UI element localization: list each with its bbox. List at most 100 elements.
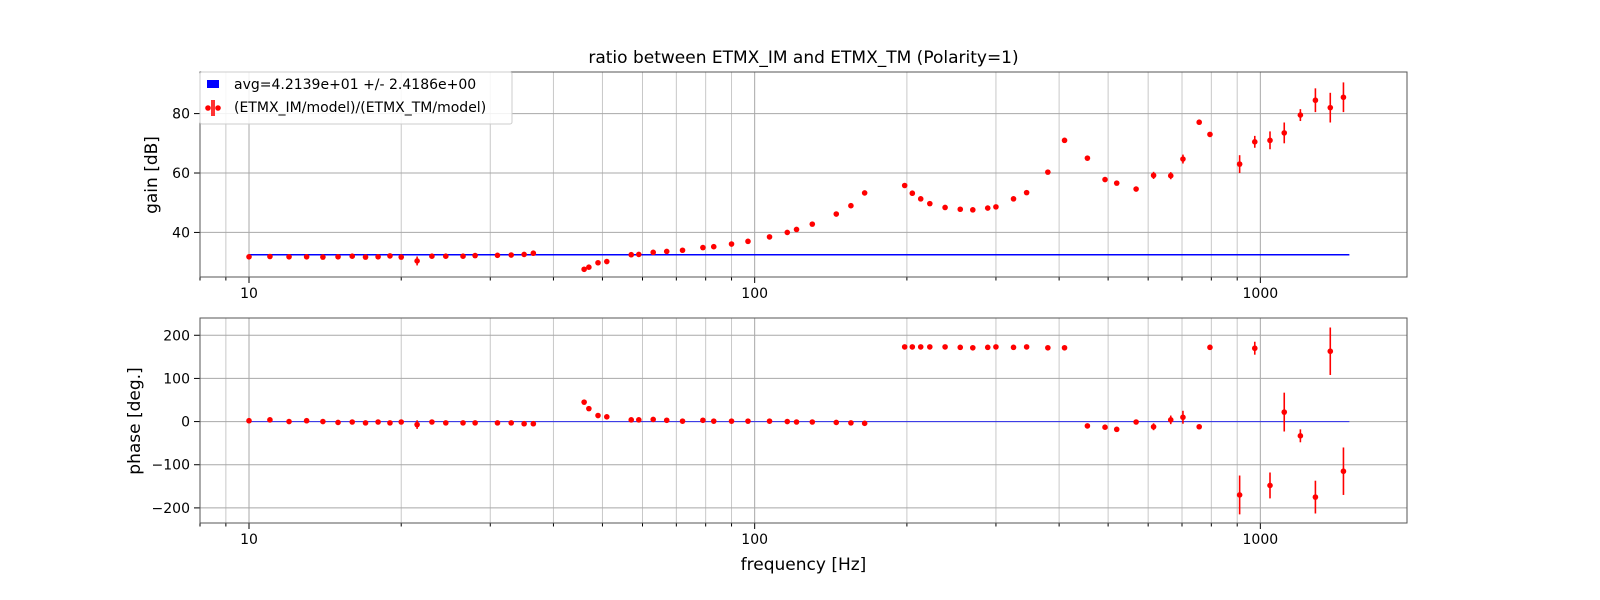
- data-point: [969, 344, 976, 351]
- point-marker: [1312, 494, 1319, 500]
- point-marker: [320, 418, 326, 425]
- data-point: [508, 252, 514, 258]
- data-point: [1297, 429, 1304, 443]
- point-marker: [375, 253, 381, 260]
- point-marker: [1084, 155, 1091, 161]
- data-point: [728, 241, 735, 247]
- data-point: [848, 420, 854, 426]
- data-point: [1150, 171, 1157, 179]
- point-marker: [1312, 97, 1319, 104]
- data-point: [833, 211, 840, 217]
- point-marker: [494, 252, 501, 259]
- data-point: [984, 344, 991, 351]
- point-marker: [530, 250, 537, 257]
- x-axis-label: frequency [Hz]: [741, 555, 867, 575]
- point-marker: [1102, 424, 1108, 430]
- legend-label-ratio: (ETMX_IM/model)/(ETMX_TM/model): [234, 100, 486, 116]
- point-marker: [901, 182, 908, 189]
- point-marker: [833, 211, 840, 217]
- data-point: [586, 264, 592, 270]
- phase-data: [246, 327, 1350, 515]
- data-point: [1133, 186, 1139, 192]
- point-marker: [375, 419, 381, 425]
- data-point: [460, 420, 466, 426]
- point-marker: [246, 417, 252, 424]
- data-point: [969, 207, 976, 213]
- data-point: [909, 344, 916, 350]
- data-point: [1340, 447, 1347, 495]
- point-marker: [1196, 423, 1203, 430]
- point-marker: [745, 418, 751, 424]
- point-marker: [460, 253, 466, 260]
- point-marker: [927, 200, 933, 207]
- data-point: [1297, 109, 1304, 122]
- phase-y-tick-labels: 200 100 0 −100 −200: [152, 328, 190, 517]
- point-marker: [303, 417, 310, 424]
- point-marker: [595, 412, 601, 419]
- y-tick-label: 0: [181, 415, 190, 431]
- data-point: [303, 417, 310, 424]
- point-marker: [984, 205, 991, 211]
- point-marker: [530, 420, 537, 427]
- point-marker: [957, 344, 964, 351]
- data-point: [679, 247, 686, 254]
- point-marker: [927, 344, 933, 350]
- point-marker: [581, 266, 587, 273]
- data-point: [993, 344, 999, 350]
- data-point: [1167, 172, 1174, 180]
- point-marker: [784, 229, 791, 236]
- point-marker: [508, 252, 514, 258]
- data-point: [303, 253, 310, 260]
- point-marker: [335, 253, 341, 260]
- point-marker: [663, 248, 670, 255]
- legend-point: [215, 105, 221, 111]
- data-point: [603, 258, 610, 265]
- point-marker: [494, 420, 501, 426]
- data-point: [957, 344, 964, 351]
- point-marker: [1167, 172, 1174, 179]
- legend-swatch-avg: [207, 80, 219, 88]
- phase-y-axis-label: phase [deg.]: [125, 367, 145, 474]
- data-point: [984, 205, 991, 211]
- point-marker: [1133, 419, 1139, 425]
- point-marker: [984, 344, 991, 351]
- data-point: [833, 419, 840, 426]
- data-point: [809, 221, 816, 227]
- data-point: [320, 254, 326, 260]
- data-point: [1010, 344, 1017, 351]
- point-marker: [1150, 423, 1157, 430]
- point-marker: [442, 420, 449, 426]
- point-marker: [942, 204, 948, 211]
- point-marker: [909, 344, 916, 350]
- data-point: [1327, 92, 1334, 123]
- data-point: [1113, 180, 1120, 186]
- data-point: [927, 344, 933, 350]
- x-tick-label: 10: [240, 286, 258, 302]
- legend-box: [199, 71, 513, 125]
- data-point: [398, 254, 405, 260]
- point-marker: [1102, 176, 1108, 183]
- data-point: [728, 418, 735, 424]
- point-marker: [442, 253, 449, 260]
- data-point: [387, 253, 393, 259]
- data-point: [710, 418, 717, 424]
- data-point: [1010, 196, 1017, 202]
- data-point: [909, 190, 916, 197]
- data-point: [1236, 155, 1243, 174]
- gain-data: [246, 82, 1350, 273]
- data-point: [1267, 131, 1273, 150]
- point-marker: [362, 420, 369, 426]
- point-marker: [809, 419, 816, 425]
- data-point: [1312, 480, 1319, 514]
- y-tick-label: 40: [172, 225, 190, 241]
- point-marker: [1297, 433, 1304, 439]
- point-marker: [460, 420, 466, 426]
- data-point: [1196, 423, 1203, 430]
- data-point: [1281, 122, 1288, 144]
- point-marker: [267, 253, 273, 260]
- point-marker: [942, 344, 948, 350]
- point-marker: [1267, 482, 1273, 489]
- point-marker: [901, 344, 908, 350]
- gain-panel: 10 100 1000 40 60 80 gain [dB] avg=4.2139e+0…: [142, 71, 1408, 302]
- data-point: [1045, 169, 1051, 175]
